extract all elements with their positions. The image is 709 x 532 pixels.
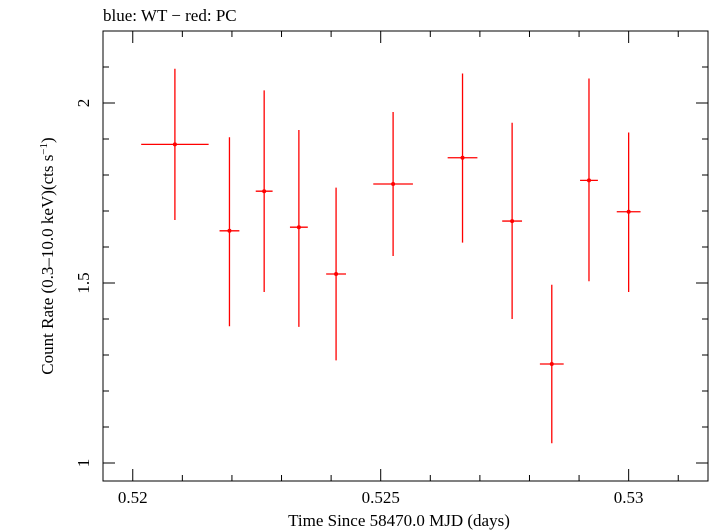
data-point [289,130,308,327]
data-point [447,73,478,243]
axis-ticks: 0.52 0.525 0.53 1 1.5 2 [74,30,708,507]
point-marker [510,219,515,224]
data-points [141,68,641,444]
data-point [219,137,240,327]
point-marker [626,209,631,214]
data-point [141,68,209,220]
x-tick-label: 0.53 [614,488,644,507]
plot-frame [102,30,709,482]
data-point [502,122,523,319]
data-point [373,112,413,256]
point-marker [262,189,267,194]
y-axis-label-main: Count Rate (0.3–10.0 keV)(cts s [38,155,57,375]
x-axis-label: Time Since 58470.0 MJD (days) [288,511,510,530]
y-tick-label: 1 [74,459,93,468]
data-point [326,187,346,361]
point-marker [460,155,465,160]
data-point [580,78,598,282]
data-point [255,90,273,292]
chart-title: blue: WT − red: PC [103,6,237,25]
point-marker [549,362,554,366]
point-marker [172,142,177,147]
x-tick-label: 0.525 [362,488,400,507]
point-marker [296,225,301,230]
y-axis-label-end: ) [38,137,57,143]
data-point [539,284,564,444]
point-marker [391,182,396,186]
point-marker [586,178,591,183]
y-axis-label: Count Rate (0.3–10.0 keV)(cts s−1) [38,137,57,374]
data-point [616,132,641,292]
point-marker [227,228,232,233]
x-tick-label: 0.52 [118,488,148,507]
y-tick-label: 2 [74,99,93,108]
point-marker [334,272,339,276]
y-tick-label: 1.5 [74,272,93,293]
y-axis-label-exponent: −1 [38,143,50,155]
